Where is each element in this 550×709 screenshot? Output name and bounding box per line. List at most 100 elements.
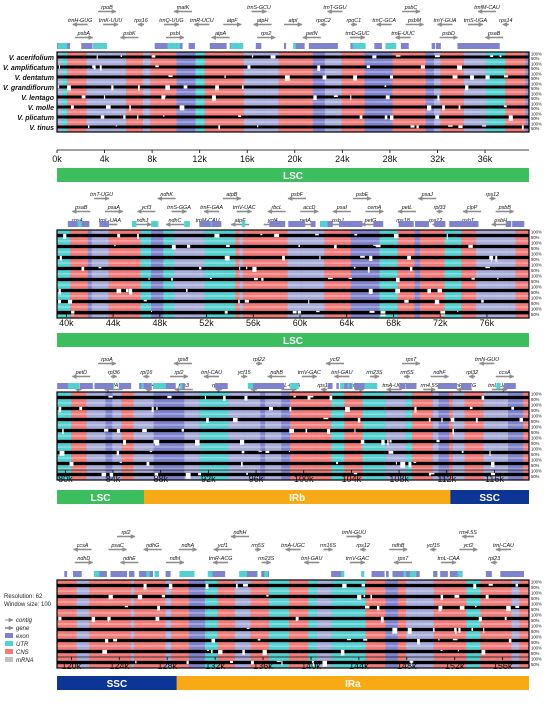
percent-100-label: 100% <box>531 469 542 474</box>
gene-label: rpoB <box>101 5 113 11</box>
divergence-dip <box>468 245 472 248</box>
exon-mark <box>94 571 99 577</box>
gene-label: rpl2 <box>122 530 131 536</box>
divergence-dip <box>107 617 110 621</box>
divergence-dip <box>323 76 327 80</box>
divergence-dip <box>454 595 459 598</box>
gene-label: trnN-GUU <box>342 530 366 536</box>
divergence-dip <box>350 96 351 101</box>
divergence-dip <box>364 595 366 597</box>
region-label: LSC <box>283 336 303 347</box>
gene-label: trnR-UCU <box>190 18 214 24</box>
divergence-dip <box>135 661 136 664</box>
exon-mark <box>506 221 511 227</box>
gene-label: rpl36 <box>108 370 120 376</box>
divergence-dip <box>259 451 262 452</box>
divergence-dip <box>390 76 393 79</box>
divergence-dip <box>101 116 105 119</box>
divergence-dip <box>360 116 363 119</box>
gene-label: atpA <box>215 31 226 37</box>
gene-label: trnfM-CAU <box>474 5 500 11</box>
divergence-dip <box>242 451 245 453</box>
divergence-dip <box>362 584 365 587</box>
exon-mark <box>466 221 478 227</box>
divergence-dip <box>308 396 311 400</box>
region-bar: LSC IRb SSC <box>57 490 529 504</box>
region-bar: LSC <box>57 333 529 347</box>
divergence-dip <box>365 606 369 609</box>
divergence-dip <box>358 418 361 423</box>
legend-swatch <box>5 649 13 654</box>
identity-band <box>57 116 529 119</box>
gene-label: psaI <box>336 205 348 211</box>
gene-label: rps7 <box>398 556 409 562</box>
gene-label: trnV-GAC <box>298 370 321 376</box>
exon-mark <box>182 383 184 389</box>
divergence-dip <box>117 429 120 433</box>
identity-band <box>57 617 529 620</box>
divergence-dip <box>162 595 165 598</box>
divergence-dip <box>442 106 445 111</box>
gene-label: ndhA <box>181 543 194 549</box>
divergence-dip <box>156 407 157 410</box>
divergence-dip <box>155 440 159 446</box>
gene-label: matK <box>177 5 190 11</box>
divergence-dip <box>240 440 244 445</box>
divergence-dip <box>241 462 243 467</box>
divergence-dip <box>447 234 448 240</box>
axis-tick-label: 36k <box>478 154 493 164</box>
divergence-dip <box>349 278 353 279</box>
exon-mark <box>103 383 113 389</box>
divergence-dip <box>117 289 122 293</box>
divergence-dip <box>438 639 439 641</box>
divergence-dip <box>354 267 356 269</box>
species-label: V. grandiflorum <box>3 85 54 92</box>
percent-100-label: 100% <box>531 436 542 441</box>
exon-mark <box>67 383 80 389</box>
divergence-dip <box>440 650 442 651</box>
divergence-dip <box>297 617 298 620</box>
percent-50-label: 50% <box>531 96 540 101</box>
gene-label: rps7 <box>406 357 417 363</box>
identity-band <box>57 440 529 443</box>
exon-mark <box>200 221 211 227</box>
gene-label: ndhI <box>170 556 181 562</box>
gene-label: trnI-CAU <box>493 543 514 549</box>
divergence-dip <box>71 106 74 110</box>
divergence-dip <box>168 76 172 77</box>
divergence-dip <box>433 628 434 632</box>
divergence-dip <box>269 407 273 410</box>
divergence-dip <box>357 595 361 600</box>
gene-label: trnT-UGU <box>90 192 113 198</box>
identity-band <box>57 418 529 421</box>
axis-tick-label: 4k <box>100 154 110 164</box>
divergence-dip <box>414 462 417 463</box>
axis-tick-label: 96k <box>249 474 264 484</box>
exon-mark <box>336 383 338 389</box>
divergence-dip <box>113 639 117 642</box>
axis-tick-label: 60k <box>293 318 308 328</box>
divergence-dip <box>233 418 238 422</box>
divergence-dip <box>322 661 326 667</box>
region-label: LSC <box>283 171 303 182</box>
exon-mark <box>500 571 513 577</box>
gene-label: trnA-UGC <box>281 543 305 549</box>
percent-50-label: 50% <box>531 430 540 435</box>
gene-label: trnR-ACG <box>209 556 233 562</box>
divergence-dip <box>476 418 478 423</box>
exon-mark <box>356 221 363 227</box>
identity-band <box>57 584 529 587</box>
divergence-dip <box>481 300 483 303</box>
percent-100-label: 100% <box>531 392 542 397</box>
divergence-dip <box>453 639 458 640</box>
divergence-dip <box>336 462 338 464</box>
gene-label: rps14 <box>499 18 513 24</box>
gene-label: psaB <box>487 31 501 37</box>
gene-label: rpoA <box>101 357 113 363</box>
divergence-dip <box>252 56 253 58</box>
legend-label: mRNA <box>16 658 34 664</box>
axis-tick-label: 16k <box>240 154 255 164</box>
divergence-dip <box>212 96 216 101</box>
exon-mark <box>57 383 68 389</box>
